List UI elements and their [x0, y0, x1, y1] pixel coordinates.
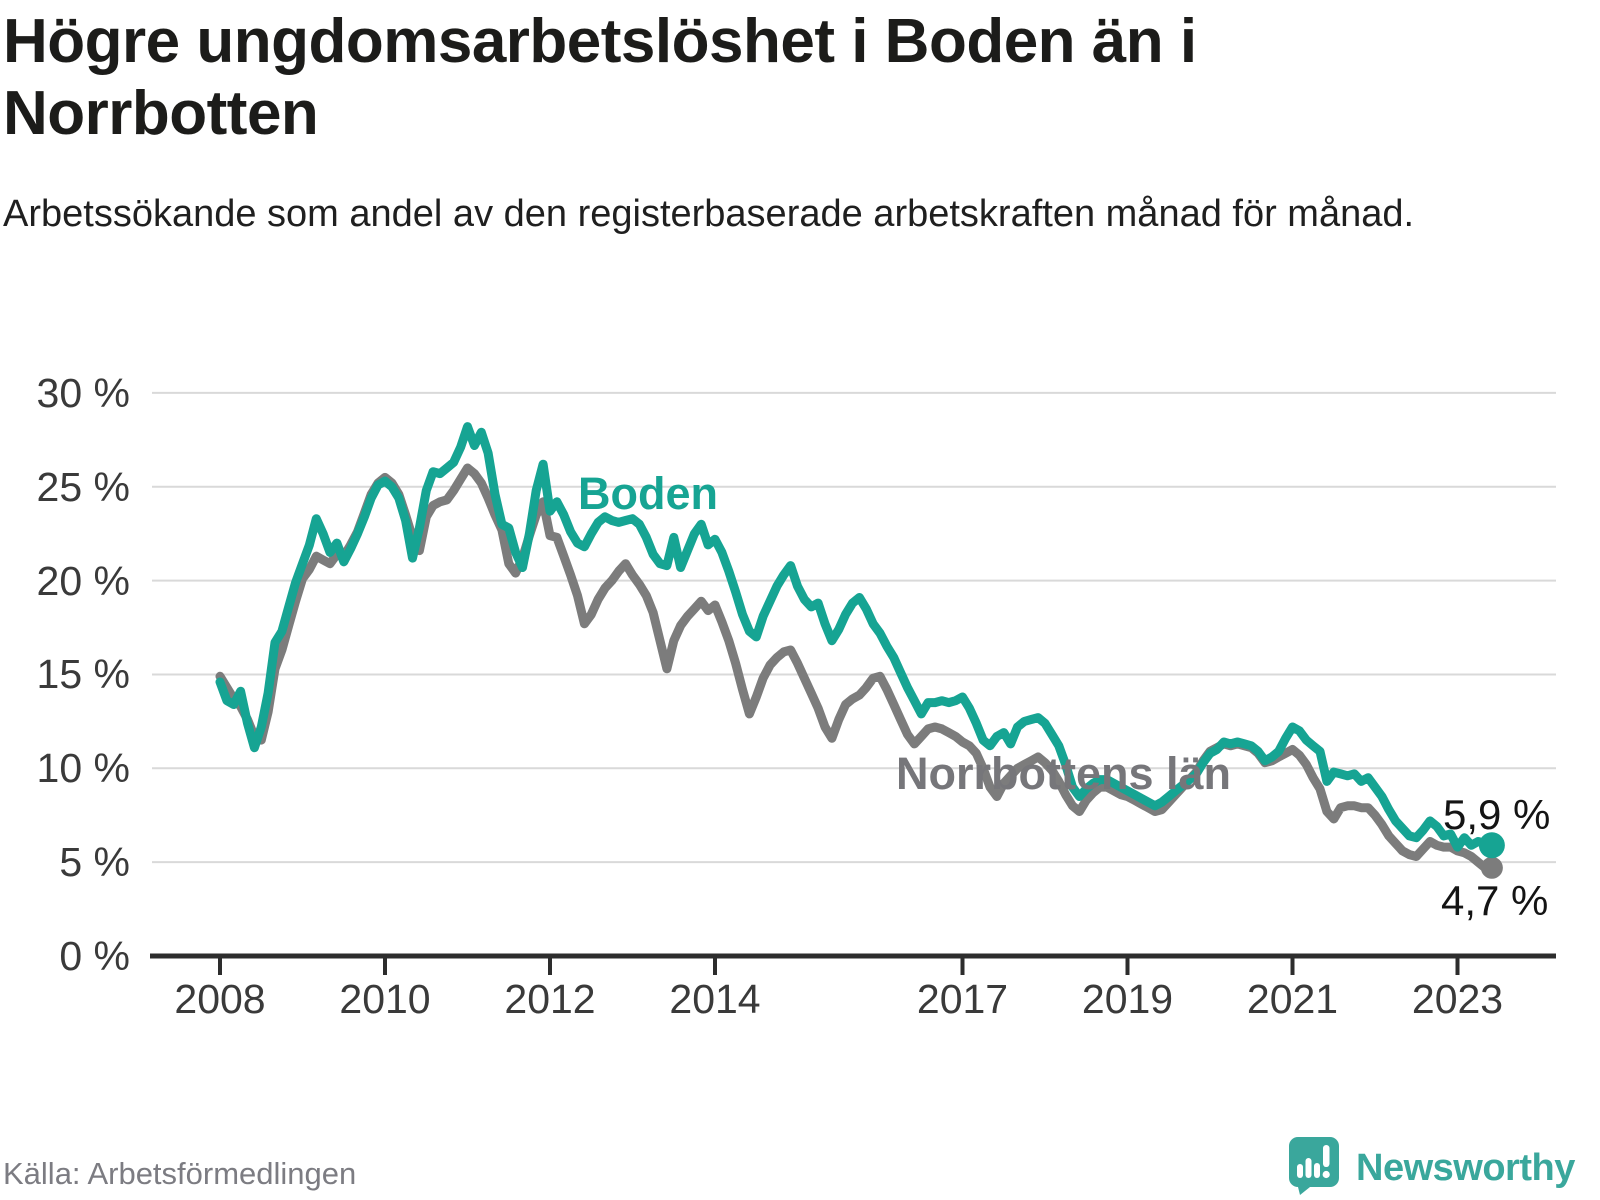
y-tick-label-20: 20 %: [36, 557, 130, 604]
x-tick-label-2023: 2023: [1411, 976, 1504, 1022]
y-tick-label-25: 25 %: [36, 463, 130, 510]
newsworthy-logo-icon: [1288, 1136, 1340, 1200]
series-label-norrbotten: Norrbottens län: [896, 748, 1232, 799]
x-tick-label-2012: 2012: [504, 976, 596, 1022]
x-tick-label-2014: 2014: [669, 976, 761, 1022]
series-label-boden: Boden: [578, 468, 718, 519]
x-tick-label-2008: 2008: [174, 976, 266, 1022]
x-tick-label-2010: 2010: [339, 976, 431, 1022]
end-value-label-norrbotten: 4,7 %: [1441, 877, 1549, 924]
y-tick-label-10: 10 %: [36, 745, 130, 792]
chart-title: Högre ungdomsarbetslöshet i Boden än i N…: [3, 7, 1197, 148]
series-end-dot-norrbotten: [1480, 856, 1503, 879]
x-tick-label-2019: 2019: [1081, 976, 1174, 1022]
chart-subtitle: Arbetssökande som andel av den registerb…: [3, 193, 1415, 235]
end-value-label-boden: 5,9 %: [1443, 791, 1551, 838]
x-tick-label-2017: 2017: [916, 976, 1009, 1022]
y-tick-label-0: 0 %: [59, 933, 130, 979]
y-tick-label-30: 30 %: [36, 369, 130, 416]
x-tick-label-2021: 2021: [1246, 976, 1339, 1022]
newsworthy-brand-name: Newsworthy: [1356, 1147, 1575, 1189]
newsworthy-brand-link[interactable]: Newsworthy: [1288, 1136, 1575, 1200]
series-line-boden: [215, 422, 1497, 852]
source-note: Källa: Arbetsförmedlingen: [3, 1156, 357, 1191]
series-end-dot-boden: [1478, 832, 1505, 859]
y-tick-label-5: 5 %: [59, 839, 130, 886]
series-line-norrbotten: [215, 463, 1497, 873]
y-tick-label-15: 15 %: [36, 651, 130, 698]
